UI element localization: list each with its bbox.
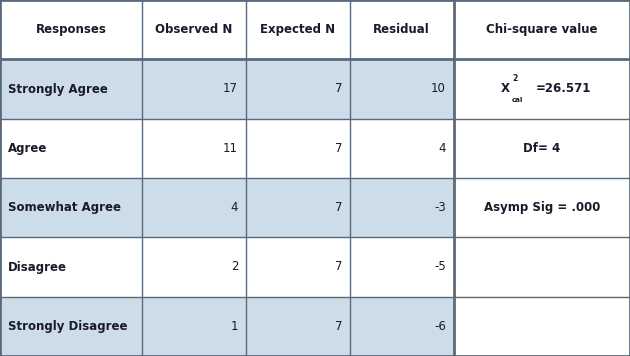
Bar — [350, 59, 454, 119]
Bar — [0, 297, 142, 356]
Bar — [454, 0, 630, 59]
Text: Strongly Agree: Strongly Agree — [8, 83, 108, 95]
Text: =26.571: =26.571 — [536, 83, 591, 95]
Text: Residual: Residual — [373, 23, 430, 36]
Bar — [350, 0, 454, 59]
Text: 4: 4 — [231, 201, 238, 214]
Text: 7: 7 — [335, 201, 342, 214]
Text: Responses: Responses — [35, 23, 106, 36]
Text: 2: 2 — [512, 74, 517, 83]
Text: 1: 1 — [231, 320, 238, 333]
Text: 4: 4 — [438, 142, 446, 155]
Text: Disagree: Disagree — [8, 261, 67, 273]
Text: Expected N: Expected N — [260, 23, 335, 36]
Text: -5: -5 — [434, 261, 446, 273]
Bar — [454, 119, 630, 178]
Bar — [0, 59, 142, 119]
Bar — [246, 0, 350, 59]
Bar — [454, 59, 630, 119]
Text: Observed N: Observed N — [155, 23, 232, 36]
Text: X: X — [501, 83, 510, 95]
Text: 7: 7 — [335, 261, 342, 273]
Bar — [142, 297, 246, 356]
Text: Strongly Disagree: Strongly Disagree — [8, 320, 127, 333]
Text: Agree: Agree — [8, 142, 47, 155]
Bar — [454, 178, 630, 237]
Bar — [246, 119, 350, 178]
Bar — [0, 0, 142, 59]
Bar — [0, 119, 142, 178]
Text: 10: 10 — [431, 83, 446, 95]
Bar — [246, 297, 350, 356]
Text: Somewhat Agree: Somewhat Agree — [8, 201, 120, 214]
Text: Asymp Sig = .000: Asymp Sig = .000 — [484, 201, 600, 214]
Bar — [246, 178, 350, 237]
Bar — [142, 0, 246, 59]
Text: 7: 7 — [335, 83, 342, 95]
Text: 17: 17 — [223, 83, 238, 95]
Bar — [454, 237, 630, 297]
Bar — [350, 119, 454, 178]
Bar — [142, 237, 246, 297]
Text: 2: 2 — [231, 261, 238, 273]
Bar — [246, 59, 350, 119]
Text: -6: -6 — [434, 320, 446, 333]
Text: -3: -3 — [434, 201, 446, 214]
Bar — [350, 237, 454, 297]
Bar — [142, 178, 246, 237]
Bar — [246, 237, 350, 297]
Text: Chi-square value: Chi-square value — [486, 23, 597, 36]
Bar — [350, 178, 454, 237]
Text: 7: 7 — [335, 320, 342, 333]
Text: Df= 4: Df= 4 — [523, 142, 561, 155]
Text: cal: cal — [512, 97, 524, 103]
Bar — [142, 59, 246, 119]
Bar — [0, 237, 142, 297]
Bar — [350, 297, 454, 356]
Bar — [454, 297, 630, 356]
Bar — [142, 119, 246, 178]
Bar — [0, 178, 142, 237]
Text: 7: 7 — [335, 142, 342, 155]
Text: 11: 11 — [223, 142, 238, 155]
